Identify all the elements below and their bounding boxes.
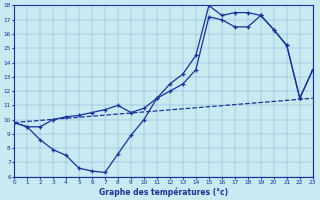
- X-axis label: Graphe des températures (°c): Graphe des températures (°c): [99, 187, 228, 197]
